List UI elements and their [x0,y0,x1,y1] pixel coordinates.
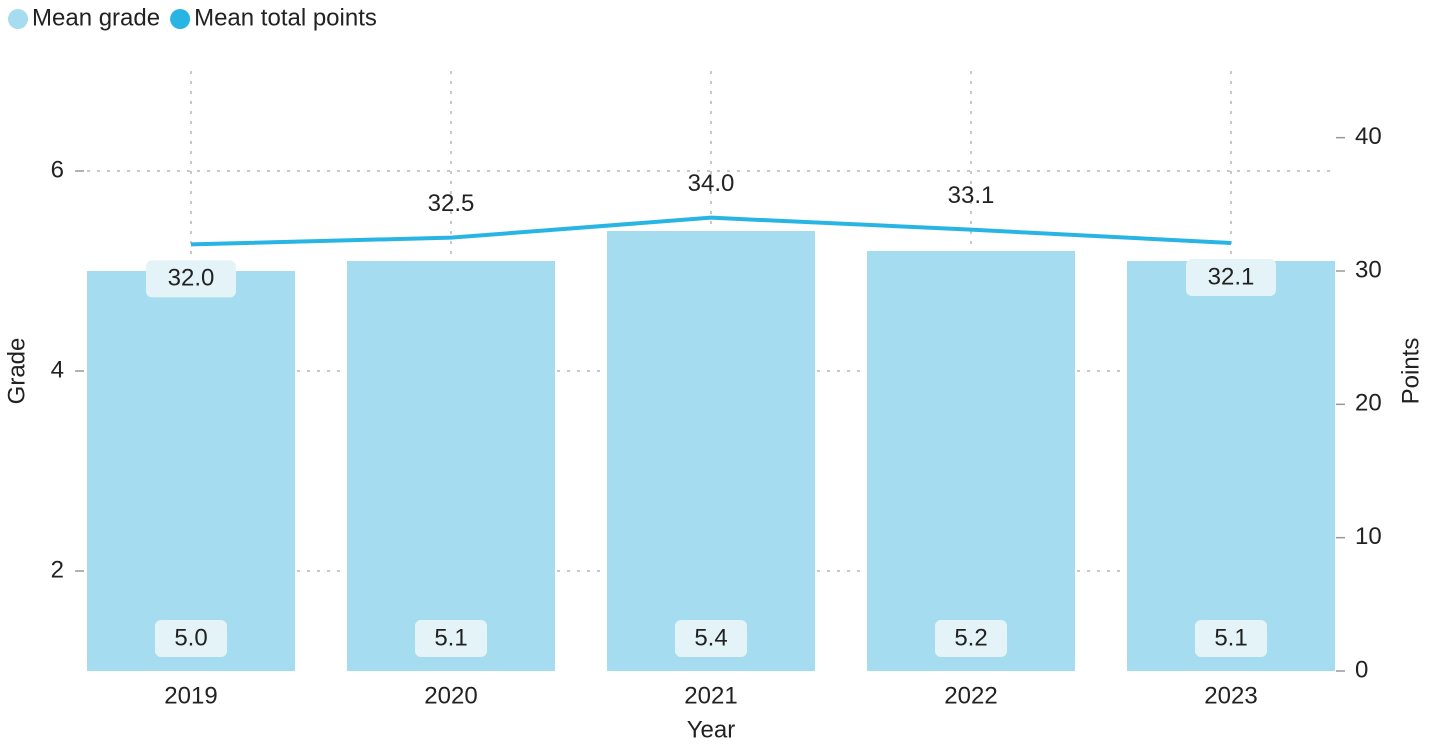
bar-label-box [935,620,1007,657]
line-label: 34.0 [688,170,735,197]
bar [87,271,295,671]
legend-label: Mean total points [194,4,377,31]
line-label-box [1186,259,1276,296]
x-axis-title: Year [687,716,736,743]
y-tick-label: 2 [51,556,64,583]
y2-axis-title: Points [1397,338,1424,405]
line [190,215,1232,247]
y2-tick-label: 20 [1355,390,1382,417]
y-tick-label: 4 [51,356,64,383]
bar [1127,261,1335,671]
bar [347,261,555,671]
legend-label: Mean grade [32,4,160,31]
bar-label-box [415,620,487,657]
bar [607,231,815,671]
line-label: 32.0 [168,265,215,292]
y2-tick-label: 40 [1355,123,1382,150]
bar-label-box [1195,620,1267,657]
line-label-box [146,260,236,298]
line-label: 33.1 [948,182,995,209]
bar-label-box [675,620,747,657]
x-tick-label: 2023 [1204,682,1257,709]
line-label: 32.1 [1208,263,1255,290]
line-label: 32.5 [428,190,475,217]
bar-label: 5.1 [434,624,467,651]
y-axis-title: Grade [3,338,30,405]
bar-label: 5.4 [694,624,727,651]
x-tick-label: 2022 [944,682,997,709]
y2-tick-label: 0 [1355,656,1368,683]
bar-label: 5.2 [954,624,987,651]
y-tick-label: 6 [51,156,64,183]
bar-label: 5.0 [174,624,207,651]
bar [867,251,1075,671]
legend-marker [8,9,28,29]
x-tick-label: 2020 [424,682,477,709]
y2-tick-label: 30 [1355,256,1382,283]
x-tick-label: 2021 [684,682,737,709]
x-tick-label: 2019 [164,682,217,709]
bar-label-box [155,620,227,657]
bar-label: 5.1 [1214,624,1247,651]
legend-marker [170,9,191,29]
y2-tick-label: 10 [1355,523,1382,550]
